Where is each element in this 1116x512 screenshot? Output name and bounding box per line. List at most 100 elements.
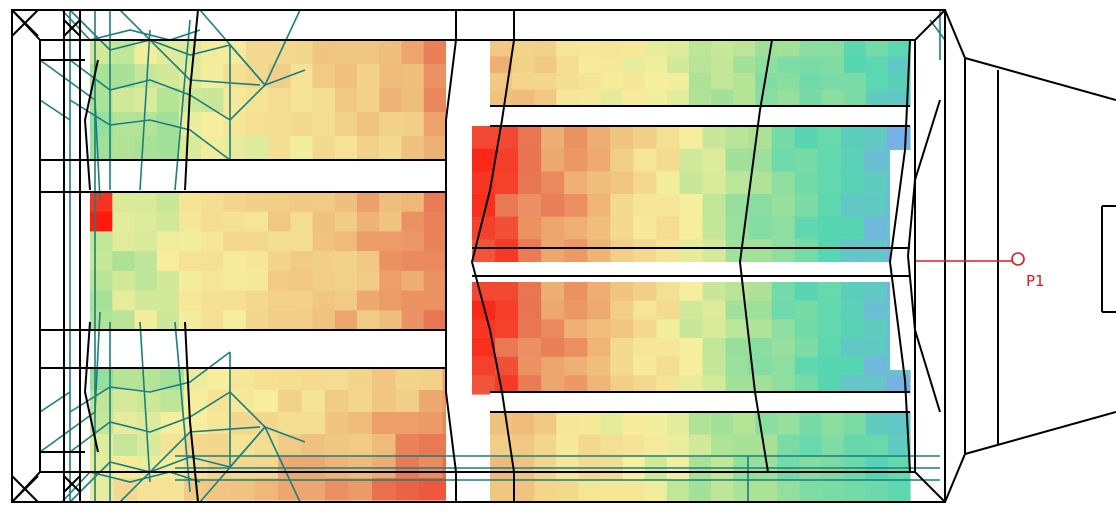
heatmap-cell: [610, 239, 634, 263]
heatmap-cell: [113, 368, 138, 391]
heatmap-cell: [223, 231, 247, 252]
heatmap-cell: [312, 290, 336, 311]
heatmap-cell: [587, 375, 611, 395]
outline-line: [964, 58, 999, 454]
heatmap-cell: [201, 136, 225, 161]
heatmap-cell: [134, 231, 158, 252]
heatmap-cell: [268, 290, 291, 311]
probe-p1[interactable]: P1: [916, 252, 1045, 290]
heatmap-cell: [419, 478, 444, 501]
heatmap-cell: [711, 89, 734, 107]
heatmap-cell: [622, 56, 646, 74]
heatmap-cell: [817, 239, 842, 263]
heatmap-cell: [254, 478, 279, 501]
heatmap-cell: [325, 368, 350, 391]
outline-line: [63, 10, 81, 502]
heatmap-cell: [254, 412, 279, 435]
heatmap-cell: [245, 88, 269, 113]
heatmap-cell: [777, 73, 801, 91]
heatmap-cell: [290, 270, 314, 292]
heatmap-cell: [702, 239, 727, 263]
heatmap-cell: [312, 231, 336, 252]
heatmap-cell: [610, 126, 634, 150]
heatmap-cell: [711, 40, 734, 58]
heatmap-cell: [245, 251, 269, 272]
heatmap-cell: [622, 434, 646, 458]
heatmap-cell: [112, 40, 136, 65]
heatmap-cell: [201, 192, 225, 213]
heatmap-cell: [610, 338, 634, 358]
heatmap-cell: [134, 211, 158, 232]
heatmap-cell: [711, 73, 734, 91]
heatmap-cell: [633, 338, 658, 358]
heatmap-cell: [843, 434, 867, 458]
heatmap-cell: [748, 171, 773, 195]
gap-band: [70, 160, 230, 192]
heatmap-cell: [748, 356, 773, 376]
outline-line: [1101, 205, 1116, 313]
heatmap-cell: [777, 89, 801, 107]
heatmap-cell: [90, 270, 113, 292]
heatmap-cell: [863, 375, 888, 395]
heatmap-cell: [794, 216, 819, 240]
heatmap-cell: [656, 171, 681, 195]
heatmap-cell: [268, 192, 291, 213]
heatmap-cell: [379, 251, 403, 272]
heatmap-cell: [160, 390, 185, 413]
heatmap-cell: [748, 282, 773, 302]
heatmap-cell: [666, 479, 690, 503]
heatmap-cell: [395, 478, 420, 501]
heatmap-cell: [840, 338, 865, 358]
heatmap-cell: [817, 126, 842, 150]
heatmap-cell: [666, 434, 690, 458]
heatmap-cell: [90, 290, 113, 311]
heatmap-cell: [90, 412, 115, 435]
heatmap-cell: [534, 412, 557, 436]
heatmap-cell: [348, 412, 373, 435]
heatmap-cell: [223, 290, 247, 311]
heatmap-cell: [600, 479, 624, 503]
probe-circle-icon[interactable]: [1011, 252, 1025, 266]
outline-line: [490, 391, 910, 413]
heatmap-cell: [401, 192, 425, 213]
gap-band: [70, 330, 230, 368]
outline-line: [40, 39, 915, 473]
heatmap-cell: [312, 40, 336, 65]
geometry-outline: [11, 9, 1116, 503]
heatmap-cell: [564, 194, 588, 218]
heatmap-cell: [334, 112, 358, 137]
heatmap-cell: [702, 319, 727, 339]
heatmap-cell: [156, 231, 180, 252]
heatmap-cell: [541, 319, 565, 339]
heatmap-cell: [679, 239, 704, 263]
heatmap-cell: [622, 89, 646, 107]
heatmap-cell: [156, 40, 180, 65]
heatmap-cell: [610, 375, 634, 395]
heatmap-cell: [290, 251, 314, 272]
heatmap-cell: [771, 375, 796, 395]
heatmap-cell: [334, 251, 358, 272]
heatmap-cell: [312, 88, 336, 113]
heatmap-cell: [817, 148, 842, 172]
heatmap-cell: [688, 479, 712, 503]
outline-line: [11, 9, 39, 503]
heatmap-cell: [334, 192, 358, 213]
heatmap-cell: [821, 89, 845, 107]
heatmap-cell: [423, 290, 447, 311]
mesh-line: [69, 390, 266, 453]
heatmap-cell: [334, 310, 358, 331]
heatmap-cell: [395, 368, 420, 391]
heatmap-cell: [600, 56, 624, 74]
heatmap-cell: [865, 40, 889, 58]
heatmap-cell: [268, 88, 291, 113]
heatmap-cell: [495, 300, 519, 320]
heatmap-cell: [472, 282, 496, 302]
heatmap-cell: [401, 231, 425, 252]
heatmap-cell: [541, 239, 565, 263]
heatmap-cell: [656, 194, 681, 218]
heatmap-cell: [633, 356, 658, 376]
heatmap-cell: [490, 434, 513, 458]
heatmap-cell: [666, 412, 690, 436]
heatmap-cell: [254, 390, 279, 413]
